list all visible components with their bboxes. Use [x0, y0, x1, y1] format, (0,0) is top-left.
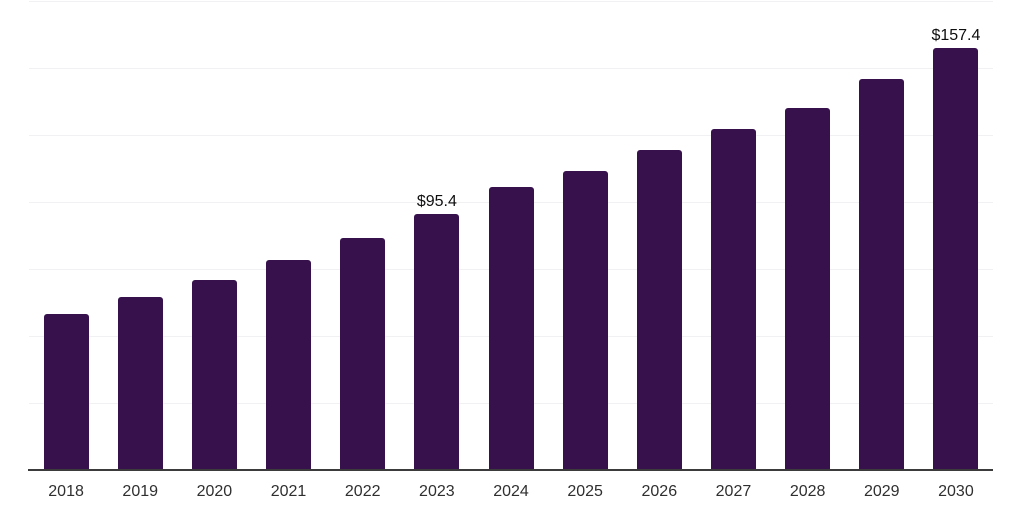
bar-2029: [859, 79, 905, 470]
x-tick-label-2028: 2028: [789, 483, 826, 500]
x-axis-line: [28, 469, 993, 471]
gridline-150: [29, 68, 993, 69]
bar-2023: [414, 214, 460, 470]
x-tick-label-2025: 2025: [567, 483, 603, 500]
bar-2026: [636, 150, 682, 470]
bar-2028: [785, 107, 831, 470]
bar-2019: [117, 297, 163, 470]
bar-2024: [488, 187, 534, 470]
x-tick-label-2027: 2027: [715, 483, 752, 500]
x-tick-label-2029: 2029: [863, 483, 900, 500]
gridline-175: [29, 1, 993, 2]
bar-2021: [266, 259, 312, 470]
x-tick-label-2024: 2024: [493, 483, 529, 500]
x-tick-label-2018: 2018: [48, 483, 84, 500]
x-tick-label-2022: 2022: [344, 483, 381, 500]
bar-value-label-2030: $157.4: [931, 27, 981, 45]
bar-2022: [340, 238, 386, 470]
bar-2018: [43, 314, 89, 470]
x-tick-label-2030: 2030: [938, 483, 974, 500]
bar-2020: [191, 279, 237, 470]
bar-2027: [710, 129, 756, 470]
x-tick-label-2021: 2021: [270, 483, 307, 500]
bar-2030: [933, 48, 979, 470]
x-tick-label-2026: 2026: [641, 483, 678, 500]
x-tick-label-2023: 2023: [419, 483, 455, 500]
x-tick-label-2019: 2019: [122, 483, 159, 500]
x-tick-label-2020: 2020: [196, 483, 233, 500]
bar-value-label-2023: $95.4: [416, 193, 457, 211]
gridline-125: [29, 135, 993, 136]
bar-2025: [562, 170, 608, 470]
